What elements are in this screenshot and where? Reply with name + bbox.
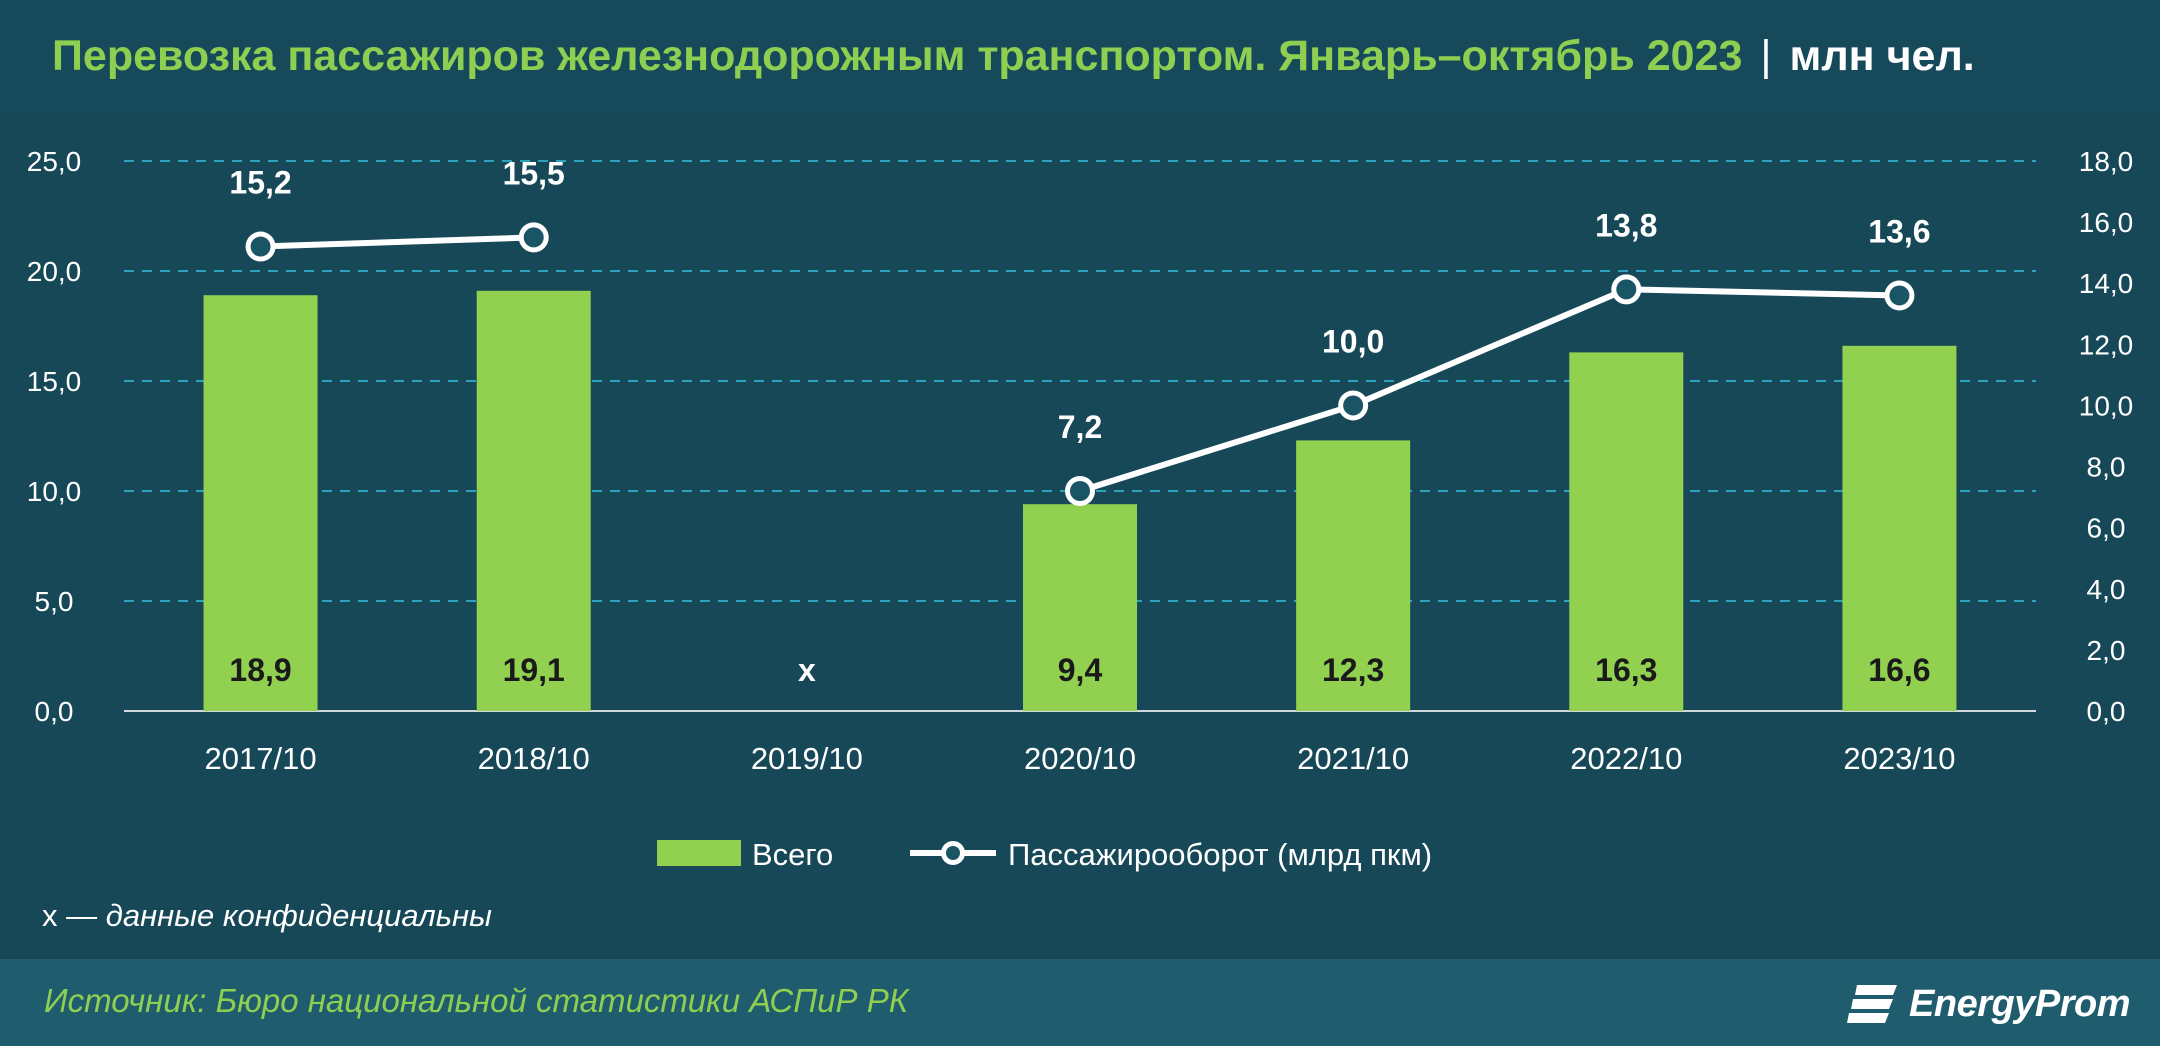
footer-band [0, 959, 2160, 1046]
y-left-tick-label: 25,0 [27, 146, 82, 177]
bar [476, 290, 591, 711]
y-left-tick-label: 0,0 [35, 696, 74, 727]
line-value-label: 15,5 [503, 155, 565, 191]
chart: 0,0 5,0 10,0 15,0 20,0 25,0 0,0 2,0 4,0 6,0 8,0 10,… [27, 146, 2134, 872]
y-right-tick-label: 12,0 [2079, 329, 2134, 360]
line-segment [257, 234, 537, 250]
title-separator: | [1760, 32, 1772, 80]
energyprom-logo-icon [1847, 985, 1898, 1023]
x-tick-label: 2020/10 [1024, 741, 1136, 776]
bar [1023, 504, 1137, 711]
legend-label-bars: Всего [752, 837, 833, 872]
bar [203, 295, 318, 711]
confidential-note: x — данные конфиденциальны [42, 898, 492, 934]
line-segment [1350, 286, 1630, 409]
y-right-tick-label: 8,0 [2087, 452, 2126, 483]
x-tick-label: 2021/10 [1297, 741, 1409, 776]
line-value-label: 7,2 [1058, 409, 1102, 445]
line-marker-hole [250, 236, 271, 257]
line-segment [1077, 402, 1357, 494]
line-value-label: 13,6 [1868, 213, 1930, 249]
note-symbol: x [42, 898, 58, 933]
y-right-tick-label: 18,0 [2079, 146, 2134, 177]
header-band [0, 0, 2160, 114]
y-left-tick-label: 20,0 [27, 256, 82, 287]
line-value-label: 13,8 [1595, 207, 1657, 243]
y-left-tick-label: 5,0 [35, 586, 74, 617]
bar-value-label: 19,1 [503, 652, 565, 688]
y-right-tick-label: 6,0 [2087, 513, 2126, 544]
y-right-tick-label: 2,0 [2087, 635, 2126, 666]
bar-value-label: 16,3 [1595, 652, 1657, 688]
line-segment [1623, 286, 1903, 299]
line-marker-hole [1889, 285, 1910, 306]
note-text: — данные конфиденциальны [66, 898, 492, 933]
y-left-tick-label: 15,0 [27, 366, 82, 397]
y-right-tick-label: 14,0 [2079, 268, 2134, 299]
line-marker-hole [1616, 279, 1637, 300]
y-right-tick-label: 0,0 [2087, 696, 2126, 727]
bar [1569, 352, 1684, 711]
bar [1842, 345, 1957, 711]
line-value-label: 10,0 [1322, 323, 1384, 359]
line-marker-hole [1343, 395, 1364, 416]
x-tick-label: 2017/10 [205, 741, 317, 776]
logo-text: EnergyProm [1909, 982, 2130, 1025]
bar-value-label: 16,6 [1868, 652, 1930, 688]
legend-label-line: Пассажирооборот (млрд пкм) [1008, 837, 1432, 872]
title-unit: млн чел. [1789, 32, 1975, 80]
bar-value-label: 18,9 [229, 652, 291, 688]
line-marker-hole [1070, 481, 1090, 501]
x-tick-label: 2018/10 [478, 741, 590, 776]
legend-marker-hole [946, 846, 960, 860]
title-text: Перевозка пассажиров железнодорожным тра… [52, 32, 1743, 80]
bar-value-label: 9,4 [1058, 652, 1103, 688]
line-marker-hole [523, 227, 544, 248]
y-left-tick-label: 10,0 [27, 476, 82, 507]
line-value-label: 15,2 [229, 165, 291, 201]
y-right-tick-label: 4,0 [2087, 574, 2126, 605]
legend-swatch-bars [657, 840, 741, 866]
x-tick-label: 2023/10 [1843, 741, 1955, 776]
bar [1296, 440, 1411, 711]
bar-value-label: 12,3 [1322, 652, 1384, 688]
y-right-tick-label: 10,0 [2079, 390, 2134, 421]
bar-value-label: x [798, 652, 816, 688]
x-tick-label: 2019/10 [751, 741, 863, 776]
source-text: Источник: Бюро национальной статистики А… [44, 982, 909, 1019]
y-right-tick-label: 16,0 [2079, 207, 2134, 238]
logo: EnergyProm [1847, 972, 2130, 1036]
x-tick-label: 2022/10 [1570, 741, 1682, 776]
chart-title: Перевозка пассажиров железнодорожным тра… [52, 32, 1975, 81]
